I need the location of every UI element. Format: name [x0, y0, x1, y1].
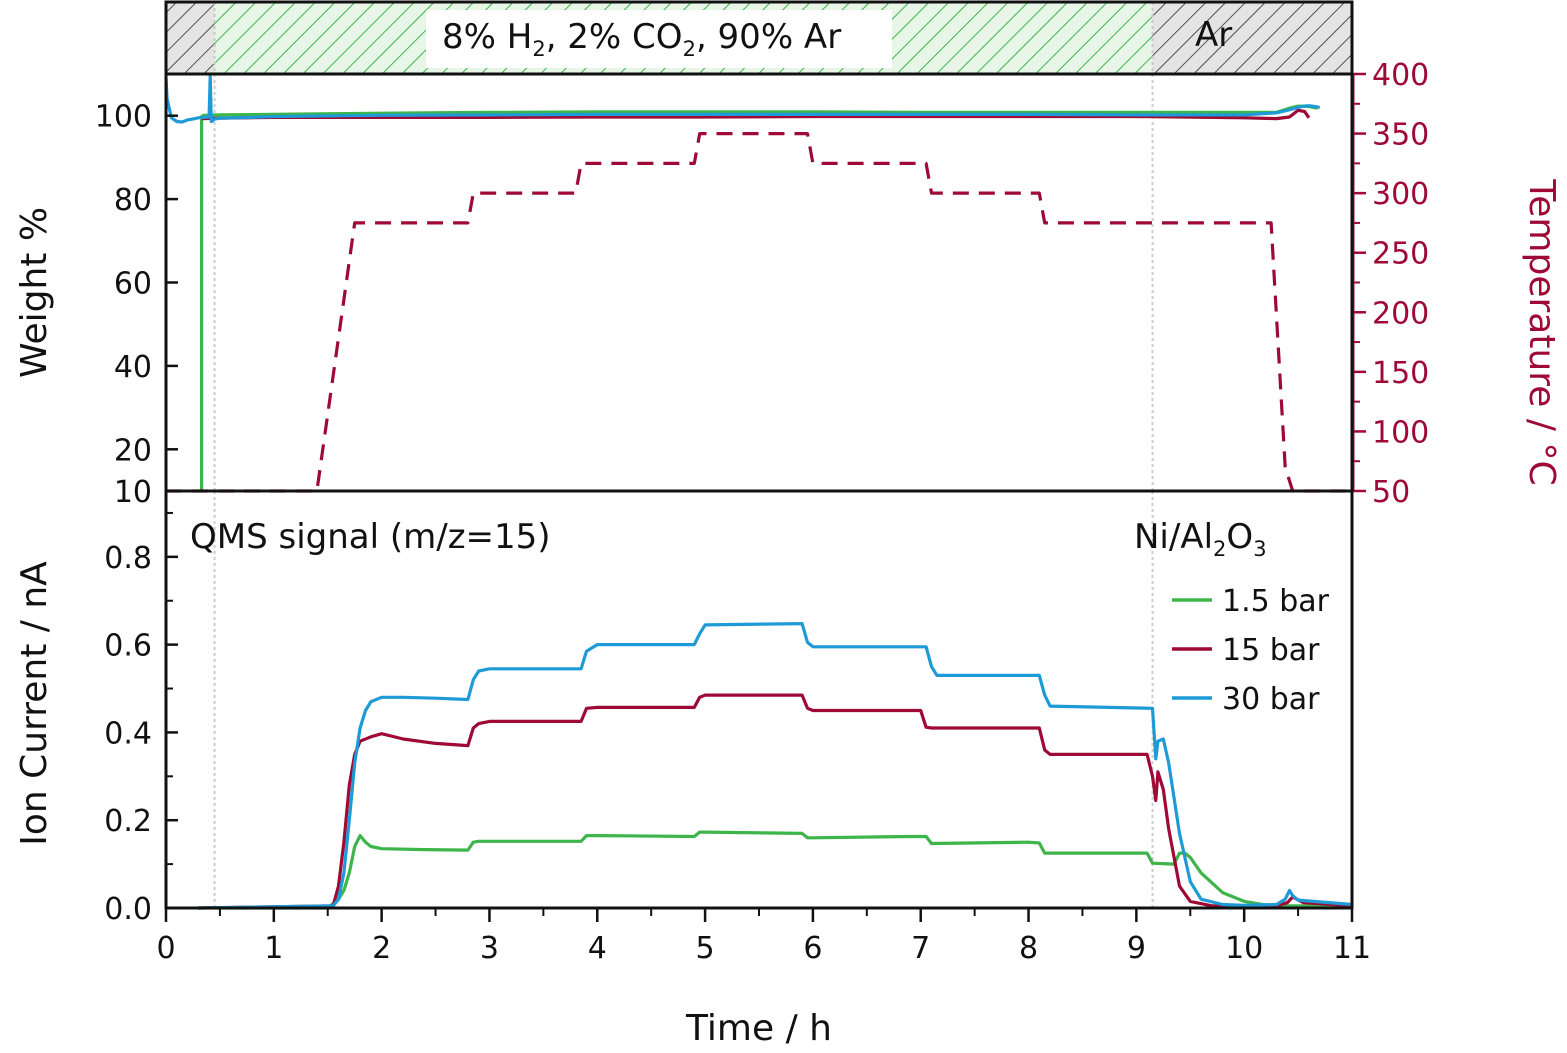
weight-line-green	[200, 104, 1318, 491]
y-tick-label: 100	[95, 100, 152, 135]
time-axis-ticks: 0 1 2 3 4 5 6 7 8 9 10 11	[156, 908, 1371, 966]
subscript: 3	[1253, 537, 1266, 561]
weight-axis-title: Weight %	[14, 207, 55, 378]
label-part: O	[1226, 517, 1253, 557]
top-panel: 10 20 40 60 80 100 50 100 150 200 250 300 350 400 We…	[14, 58, 1562, 510]
label-part: , 2% CO	[546, 17, 683, 57]
ion-current-line-green	[198, 830, 1352, 910]
y-tick-label: 60	[114, 267, 152, 302]
y2-tick-label: 400	[1372, 58, 1429, 93]
x-tick-label: 2	[372, 931, 391, 966]
gas-band-ar-label: Ar	[1195, 15, 1232, 55]
gas-band-segment	[166, 2, 215, 74]
top-right-axis-ticks: 50 100 150 200 250 300 350 400	[1352, 58, 1429, 510]
x-tick-label: 1	[264, 931, 283, 966]
y2-tick-label: 250	[1372, 237, 1429, 272]
y-tick-label: 40	[114, 350, 152, 385]
y-tick-label: 0.8	[104, 541, 152, 576]
top-series	[164, 74, 1352, 493]
y2-tick-label: 150	[1372, 356, 1429, 391]
y2-tick-label: 100	[1372, 415, 1429, 450]
sample-annotation: Ni/Al2O3	[1134, 517, 1267, 561]
y-tick-label: 10	[114, 475, 152, 510]
qms-signal-annotation: QMS signal (m/z=15)	[190, 517, 551, 557]
y-tick-label: 20	[114, 433, 152, 468]
label-part: , 90% Ar	[696, 17, 841, 57]
x-tick-label: 11	[1333, 931, 1371, 966]
label-part: Ni/Al	[1134, 517, 1213, 557]
temperature-axis-title: Temperature / °C	[1521, 178, 1562, 485]
ion-current-line-blue	[198, 621, 1353, 910]
subscript: 2	[1213, 537, 1226, 561]
subscript: 2	[683, 37, 696, 61]
y-tick-label: 0.2	[104, 804, 152, 839]
x-tick-label: 6	[803, 931, 822, 966]
y2-tick-label: 200	[1372, 296, 1429, 331]
bottom-panel-frame	[164, 489, 1354, 910]
x-tick-label: 3	[480, 931, 499, 966]
x-tick-label: 4	[588, 931, 607, 966]
x-tick-label: 0	[156, 931, 175, 966]
gas-band: 8% H2, 2% CO2, 90% Ar Ar	[164, 0, 1354, 76]
bottom-panel: 0.0 0.2 0.4 0.6 0.8 0 1 2 3 4 5 6 7 8 9 10 11 Ion Curre…	[14, 489, 1371, 1049]
top-left-axis-ticks: 10 20 40 60 80 100	[95, 100, 178, 510]
x-tick-label: 10	[1225, 931, 1263, 966]
ion-current-axis-title: Ion Current / nA	[14, 561, 55, 846]
ion-current-line-red	[198, 693, 1353, 910]
top-panel-frame	[164, 72, 1354, 493]
y2-tick-label: 50	[1372, 475, 1410, 510]
x-tick-label: 9	[1127, 931, 1146, 966]
temperature-line	[166, 132, 1352, 493]
subscript: 2	[532, 37, 545, 61]
gas-band-segment	[1152, 2, 1352, 74]
label-part: 8% H	[442, 17, 532, 57]
y-tick-label: 0.0	[104, 892, 152, 927]
gas-band-main-label: 8% H2, 2% CO2, 90% Ar	[442, 17, 841, 61]
weight-line-blue	[164, 74, 1320, 124]
ion-current-axis-ticks: 0.0 0.2 0.4 0.6 0.8	[104, 511, 178, 927]
weight-line-red	[201, 108, 1311, 121]
y-tick-label: 80	[114, 183, 152, 218]
y-tick-label: 0.6	[104, 629, 152, 664]
time-axis-title: Time / h	[685, 1008, 832, 1049]
x-tick-label: 5	[696, 931, 715, 966]
x-tick-label: 8	[1019, 931, 1038, 966]
gas-band-label-background	[426, 10, 892, 68]
legend: 1.5 bar 15 bar 30 bar	[1172, 584, 1330, 717]
legend-label: 15 bar	[1222, 633, 1320, 668]
y2-tick-label: 300	[1372, 177, 1429, 212]
legend-label: 30 bar	[1222, 682, 1320, 717]
y2-tick-label: 350	[1372, 118, 1429, 153]
legend-label: 1.5 bar	[1222, 584, 1330, 619]
y-tick-label: 0.4	[104, 716, 152, 751]
bottom-series	[198, 621, 1353, 910]
x-tick-label: 7	[911, 931, 930, 966]
top-vlines	[213, 74, 1154, 491]
